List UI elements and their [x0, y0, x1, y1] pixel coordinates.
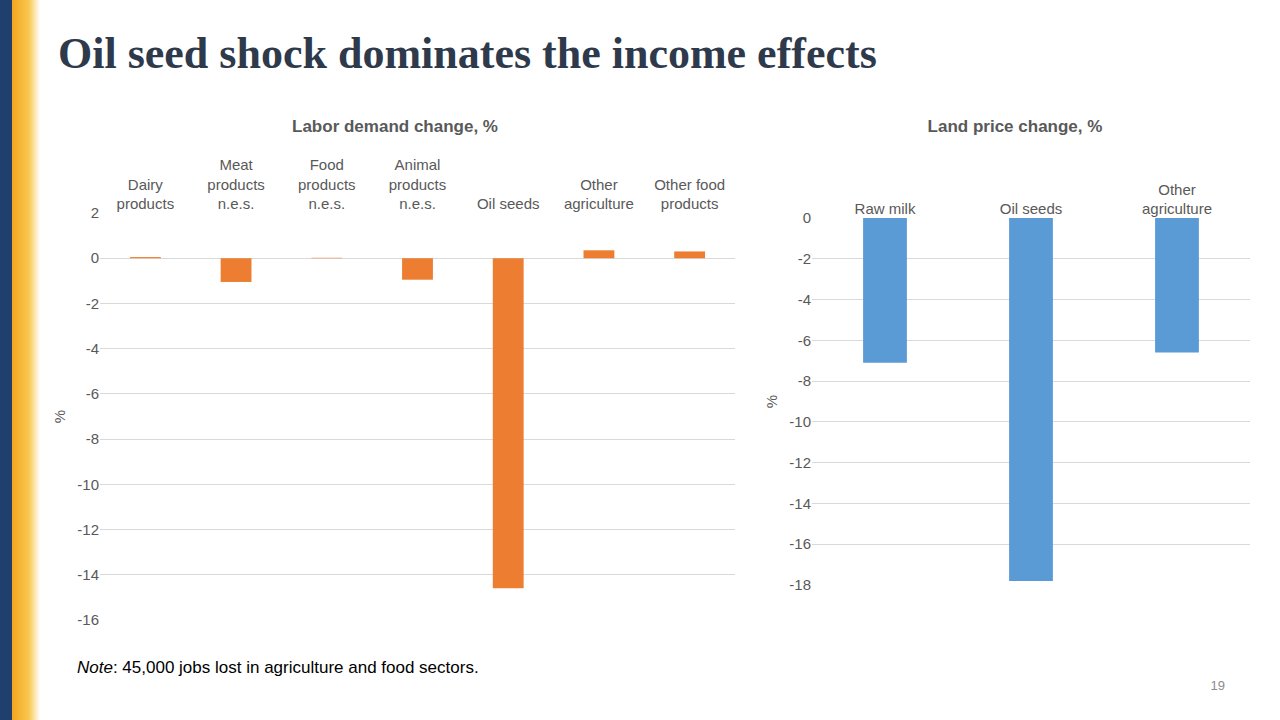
html-text:Note: 45,000 jobs lost in agri: Note: 45,000 jobs lost in agriculture an… [77, 658, 479, 677]
svg-text:-16: -16 [789, 535, 811, 552]
html-text:Oil seed shock dominates the i: Oil seed shock dominates the income effe… [58, 29, 877, 78]
svg-text:Otheragriculture: Otheragriculture [1142, 181, 1212, 218]
svg-text:Labor demand change, %: Labor demand change, % [292, 117, 498, 136]
svg-text:2: 2 [91, 204, 99, 221]
svg-text:-6: -6 [798, 332, 811, 349]
svg-text:%: % [763, 395, 780, 408]
svg-text:-8: -8 [86, 430, 99, 447]
svg-text:Foodproductsn.e.s.: Foodproductsn.e.s. [298, 156, 356, 212]
svg-text:-18: -18 [789, 576, 811, 593]
html-text:19: 19 [1210, 678, 1225, 693]
svg-text:Oil seeds: Oil seeds [477, 195, 540, 212]
svg-text:-6: -6 [86, 385, 99, 402]
svg-text:0: 0 [803, 209, 811, 226]
svg-text:Oil seeds: Oil seeds [1000, 200, 1063, 217]
svg-text:-10: -10 [789, 413, 811, 430]
svg-text:-2: -2 [798, 250, 811, 267]
svg-text:-14: -14 [77, 566, 99, 583]
svg-text:-10: -10 [77, 476, 99, 493]
svg-text:Raw milk: Raw milk [855, 200, 916, 217]
svg-text:%: % [51, 410, 68, 423]
svg-text:Meatproductsn.e.s.: Meatproductsn.e.s. [207, 156, 265, 212]
svg-text:-14: -14 [789, 495, 811, 512]
svg-text:Dairyproducts: Dairyproducts [117, 176, 175, 213]
svg-text:Otheragriculture: Otheragriculture [564, 176, 634, 213]
svg-text:-8: -8 [798, 372, 811, 389]
svg-text:-16: -16 [77, 611, 99, 628]
svg-text:0: 0 [91, 249, 99, 266]
svg-text:Other foodproducts: Other foodproducts [654, 176, 725, 213]
svg-text:-12: -12 [789, 454, 811, 471]
svg-text:-4: -4 [86, 340, 99, 357]
svg-text:Land price change, %: Land price change, % [928, 117, 1103, 136]
svg-text:-4: -4 [798, 291, 811, 308]
svg-text:Animalproductsn.e.s.: Animalproductsn.e.s. [389, 156, 447, 212]
svg-text:-2: -2 [86, 295, 99, 312]
svg-text:-12: -12 [77, 521, 99, 538]
